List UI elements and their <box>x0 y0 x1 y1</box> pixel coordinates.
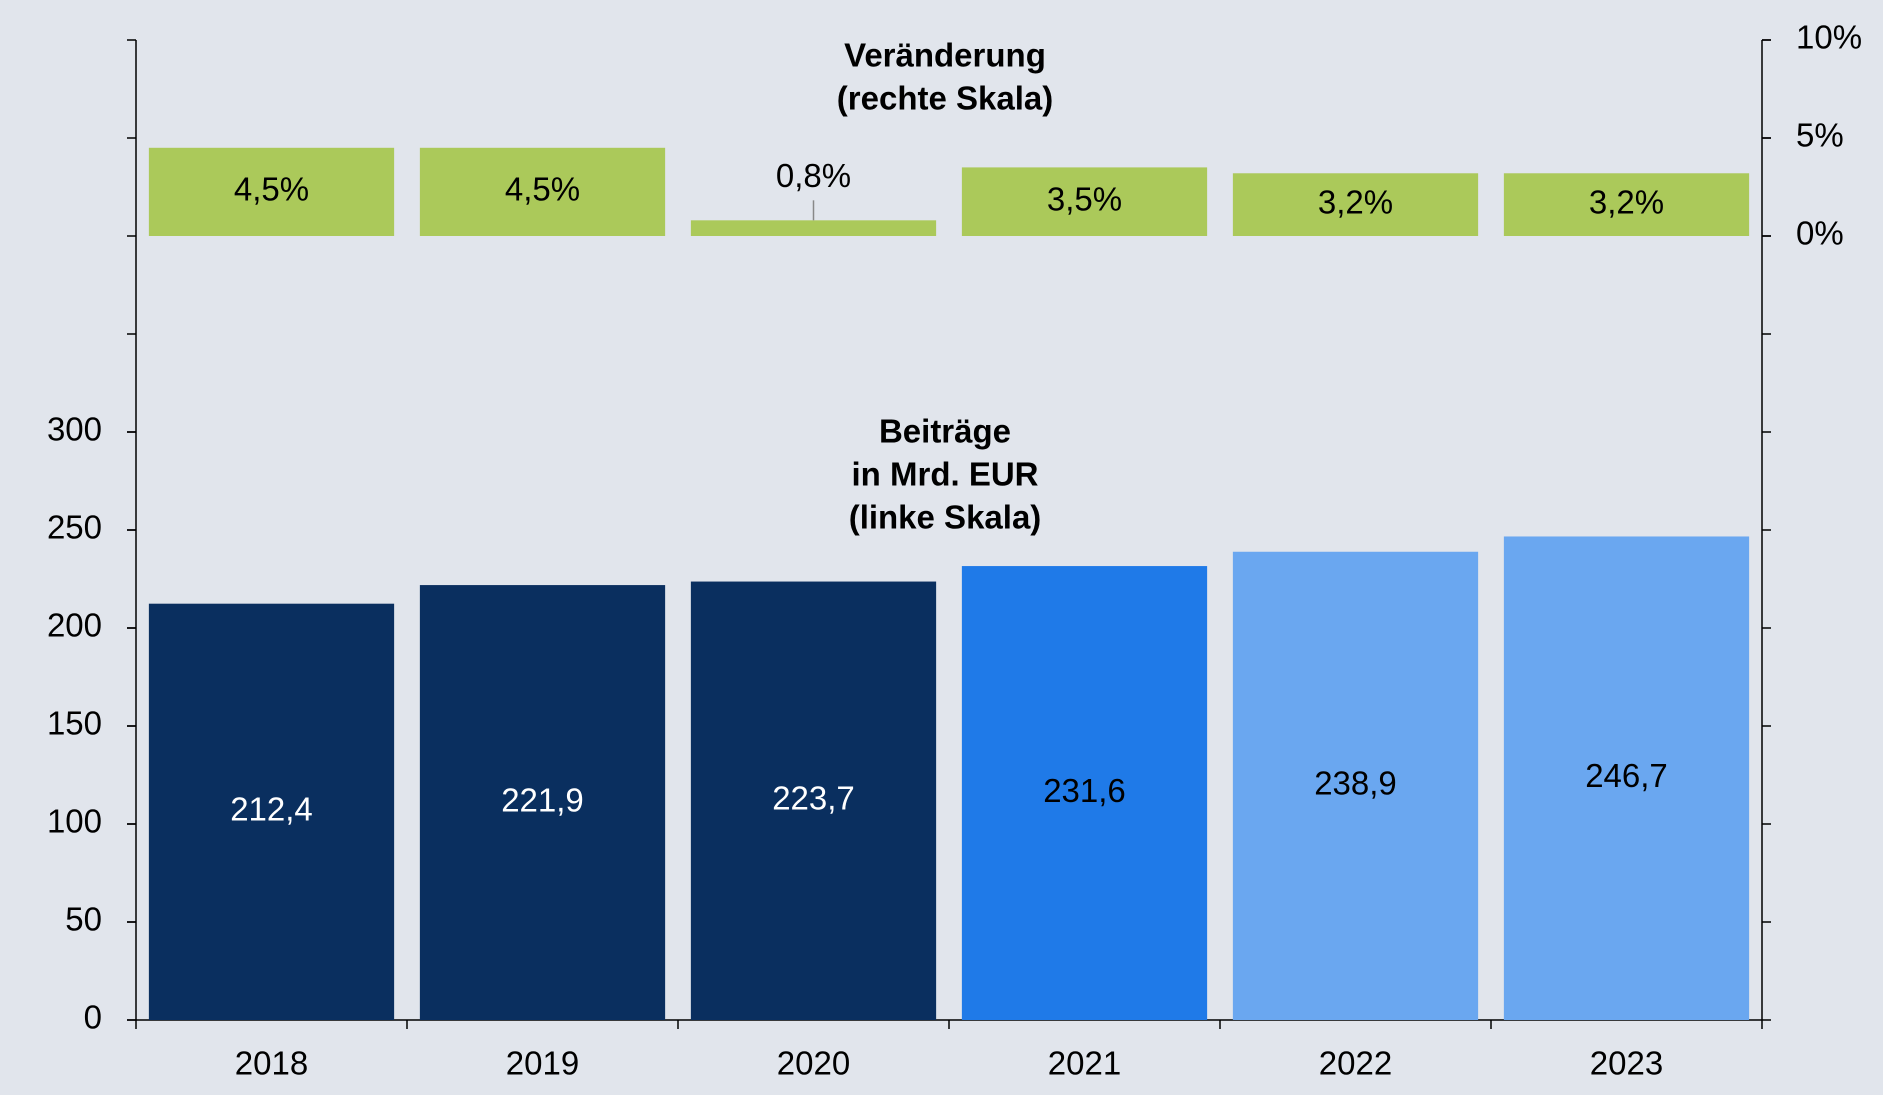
bar <box>419 147 666 236</box>
value-label: 223,7 <box>772 779 855 816</box>
bar <box>148 603 395 1020</box>
annotation: (linke Skala) <box>849 499 1042 536</box>
bar <box>961 566 1208 1020</box>
y-tick-label: 50 <box>65 901 102 938</box>
value-label: 0,8% <box>776 157 851 194</box>
bar <box>1503 536 1750 1020</box>
annotation: (rechte Skala) <box>837 80 1053 117</box>
x-tick-label: 2021 <box>1048 1045 1121 1082</box>
value-label: 4,5% <box>505 171 580 208</box>
y-tick-label: 100 <box>47 803 102 840</box>
x-tick-label: 2019 <box>506 1045 579 1082</box>
bar <box>419 585 666 1020</box>
y-tick-label: 300 <box>47 411 102 448</box>
bar <box>148 147 395 236</box>
y2-tick-label: 0% <box>1796 215 1844 252</box>
x-tick-label: 2023 <box>1590 1045 1663 1082</box>
annotation: Veränderung <box>844 37 1046 74</box>
x-tick-label: 2022 <box>1319 1045 1392 1082</box>
bar <box>1232 173 1479 236</box>
bar <box>690 220 937 236</box>
y-tick-label: 250 <box>47 509 102 546</box>
annotation: in Mrd. EUR <box>852 456 1039 493</box>
value-label: 3,2% <box>1589 183 1664 220</box>
y2-tick-label: 10% <box>1796 19 1862 56</box>
value-label: 212,4 <box>230 791 313 828</box>
y-tick-label: 0 <box>84 999 102 1036</box>
y2-tick-label: 5% <box>1796 117 1844 154</box>
value-label: 3,5% <box>1047 180 1122 217</box>
bar <box>1232 551 1479 1020</box>
x-tick-label: 2018 <box>235 1045 308 1082</box>
value-label: 4,5% <box>234 171 309 208</box>
value-label: 246,7 <box>1585 757 1668 794</box>
x-tick-label: 2020 <box>777 1045 850 1082</box>
y-tick-label: 150 <box>47 705 102 742</box>
bar <box>690 581 937 1020</box>
y-tick-label: 200 <box>47 607 102 644</box>
annotation: Beiträge <box>879 413 1011 450</box>
bar <box>1503 173 1750 236</box>
value-label: 221,9 <box>501 781 584 818</box>
bar <box>961 167 1208 236</box>
value-label: 3,2% <box>1318 183 1393 220</box>
value-label: 231,6 <box>1043 772 1126 809</box>
value-label: 238,9 <box>1314 765 1397 802</box>
